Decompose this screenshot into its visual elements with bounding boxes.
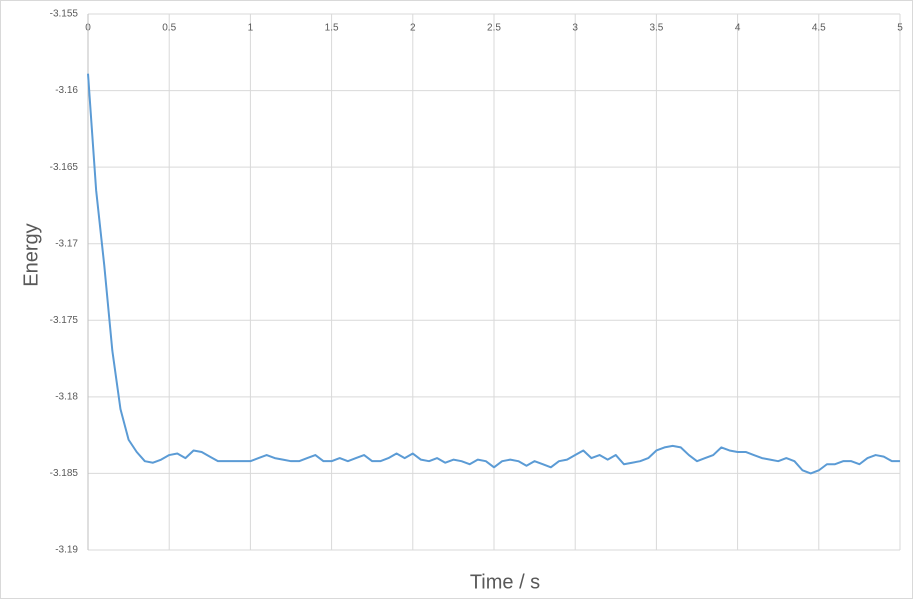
x-tick-label: 1 [248,23,254,34]
y-tick-label: -3.185 [50,468,79,479]
y-tick-label: -3.19 [55,545,78,556]
x-axis-title: Time / s [470,571,540,593]
x-tick-label: 5 [897,23,903,34]
y-tick-label: -3.165 [50,162,79,173]
x-tick-label: 0.5 [162,23,176,34]
x-tick-label: 1.5 [325,23,339,34]
y-tick-label: -3.16 [55,85,78,96]
y-axis-title: Energy [20,223,42,286]
x-tick-label: 2.5 [487,23,501,34]
y-tick-label: -3.17 [55,238,78,249]
y-tick-label: -3.175 [50,315,79,326]
y-tick-label: -3.18 [55,391,78,402]
x-tick-label: 4 [735,23,741,34]
data-line [87,73,900,475]
x-tick-label: 2 [410,23,416,34]
x-tick-label: 3 [572,23,578,34]
y-tick-label: -3.155 [50,9,79,20]
x-tick-label: 3.5 [649,23,663,34]
x-tick-label: 4.5 [812,23,826,34]
